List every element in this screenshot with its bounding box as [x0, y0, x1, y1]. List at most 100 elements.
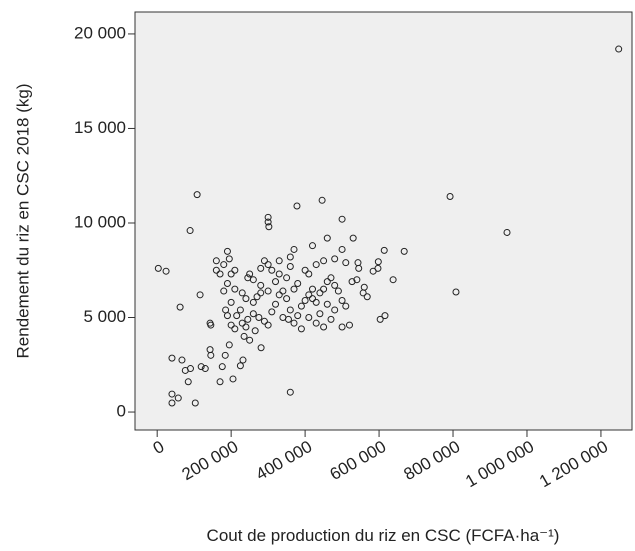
point	[349, 234, 357, 242]
point	[286, 262, 294, 270]
point	[212, 266, 220, 274]
point	[305, 291, 313, 299]
point	[290, 319, 298, 327]
point	[227, 298, 235, 306]
point	[293, 202, 301, 210]
point	[229, 375, 237, 383]
point	[186, 227, 194, 235]
point	[331, 255, 339, 263]
point	[272, 300, 280, 308]
point	[294, 279, 302, 287]
point	[268, 308, 276, 316]
point	[503, 228, 511, 236]
point	[355, 264, 363, 272]
point	[201, 365, 209, 373]
point	[452, 288, 460, 296]
point	[275, 270, 283, 278]
x-tick-label: 800 000	[401, 437, 464, 484]
point	[239, 356, 247, 364]
point	[279, 314, 287, 322]
plot-area	[134, 11, 633, 431]
point	[236, 306, 244, 314]
point	[286, 306, 294, 314]
x-tick-label: 0	[150, 437, 168, 458]
point	[174, 394, 182, 402]
point	[338, 323, 346, 331]
point	[275, 257, 283, 265]
point	[249, 310, 257, 318]
point	[316, 310, 324, 318]
point	[283, 274, 291, 282]
point	[320, 257, 328, 265]
point	[168, 399, 176, 407]
y-tick-label: 5 000	[83, 307, 126, 326]
point	[260, 257, 268, 265]
point	[231, 266, 239, 274]
point	[257, 264, 265, 272]
point	[294, 312, 302, 320]
point	[334, 287, 342, 295]
point	[312, 261, 320, 269]
point	[342, 302, 350, 310]
point	[260, 317, 268, 325]
point	[309, 295, 316, 303]
point	[168, 354, 176, 362]
y-axis-label: Rendement du riz en CSC 2018 (kg)	[13, 84, 32, 359]
point	[162, 267, 170, 275]
point	[323, 300, 331, 308]
point	[286, 253, 294, 261]
point	[309, 285, 316, 293]
x-tick-label: 200 000	[179, 437, 242, 484]
point	[216, 270, 224, 278]
point	[272, 278, 280, 286]
point	[264, 218, 272, 226]
x-tick-label: 1 000 000	[462, 437, 537, 491]
point	[305, 314, 313, 322]
point	[223, 312, 231, 320]
point	[268, 266, 276, 274]
point	[338, 215, 346, 223]
point	[327, 315, 335, 323]
point	[323, 278, 331, 286]
x-tick-label: 400 000	[253, 437, 316, 484]
point	[216, 378, 224, 386]
point	[286, 388, 294, 396]
point	[197, 363, 205, 371]
point	[220, 287, 228, 295]
point	[223, 279, 231, 287]
point	[225, 341, 233, 349]
point	[318, 196, 326, 204]
point	[615, 45, 623, 53]
point	[265, 223, 273, 231]
point	[400, 247, 408, 255]
point	[244, 315, 252, 323]
point	[253, 293, 261, 301]
point	[279, 287, 287, 295]
point	[348, 278, 356, 286]
point	[246, 270, 254, 278]
point	[353, 276, 361, 284]
point	[218, 363, 226, 371]
point	[327, 274, 335, 282]
point	[283, 295, 291, 303]
point	[301, 266, 309, 274]
point	[184, 378, 192, 386]
point	[264, 261, 272, 269]
point	[376, 315, 384, 323]
point	[207, 321, 215, 329]
point	[316, 289, 324, 297]
point	[312, 298, 320, 306]
point	[290, 245, 298, 253]
point	[257, 289, 265, 297]
point	[342, 259, 350, 267]
point	[380, 246, 388, 254]
y-tick-label: 20 000	[74, 23, 126, 42]
point	[212, 257, 220, 265]
point	[305, 270, 313, 278]
point	[220, 261, 228, 269]
point	[221, 351, 229, 359]
point	[178, 356, 186, 364]
point	[186, 365, 194, 373]
point	[301, 296, 309, 304]
